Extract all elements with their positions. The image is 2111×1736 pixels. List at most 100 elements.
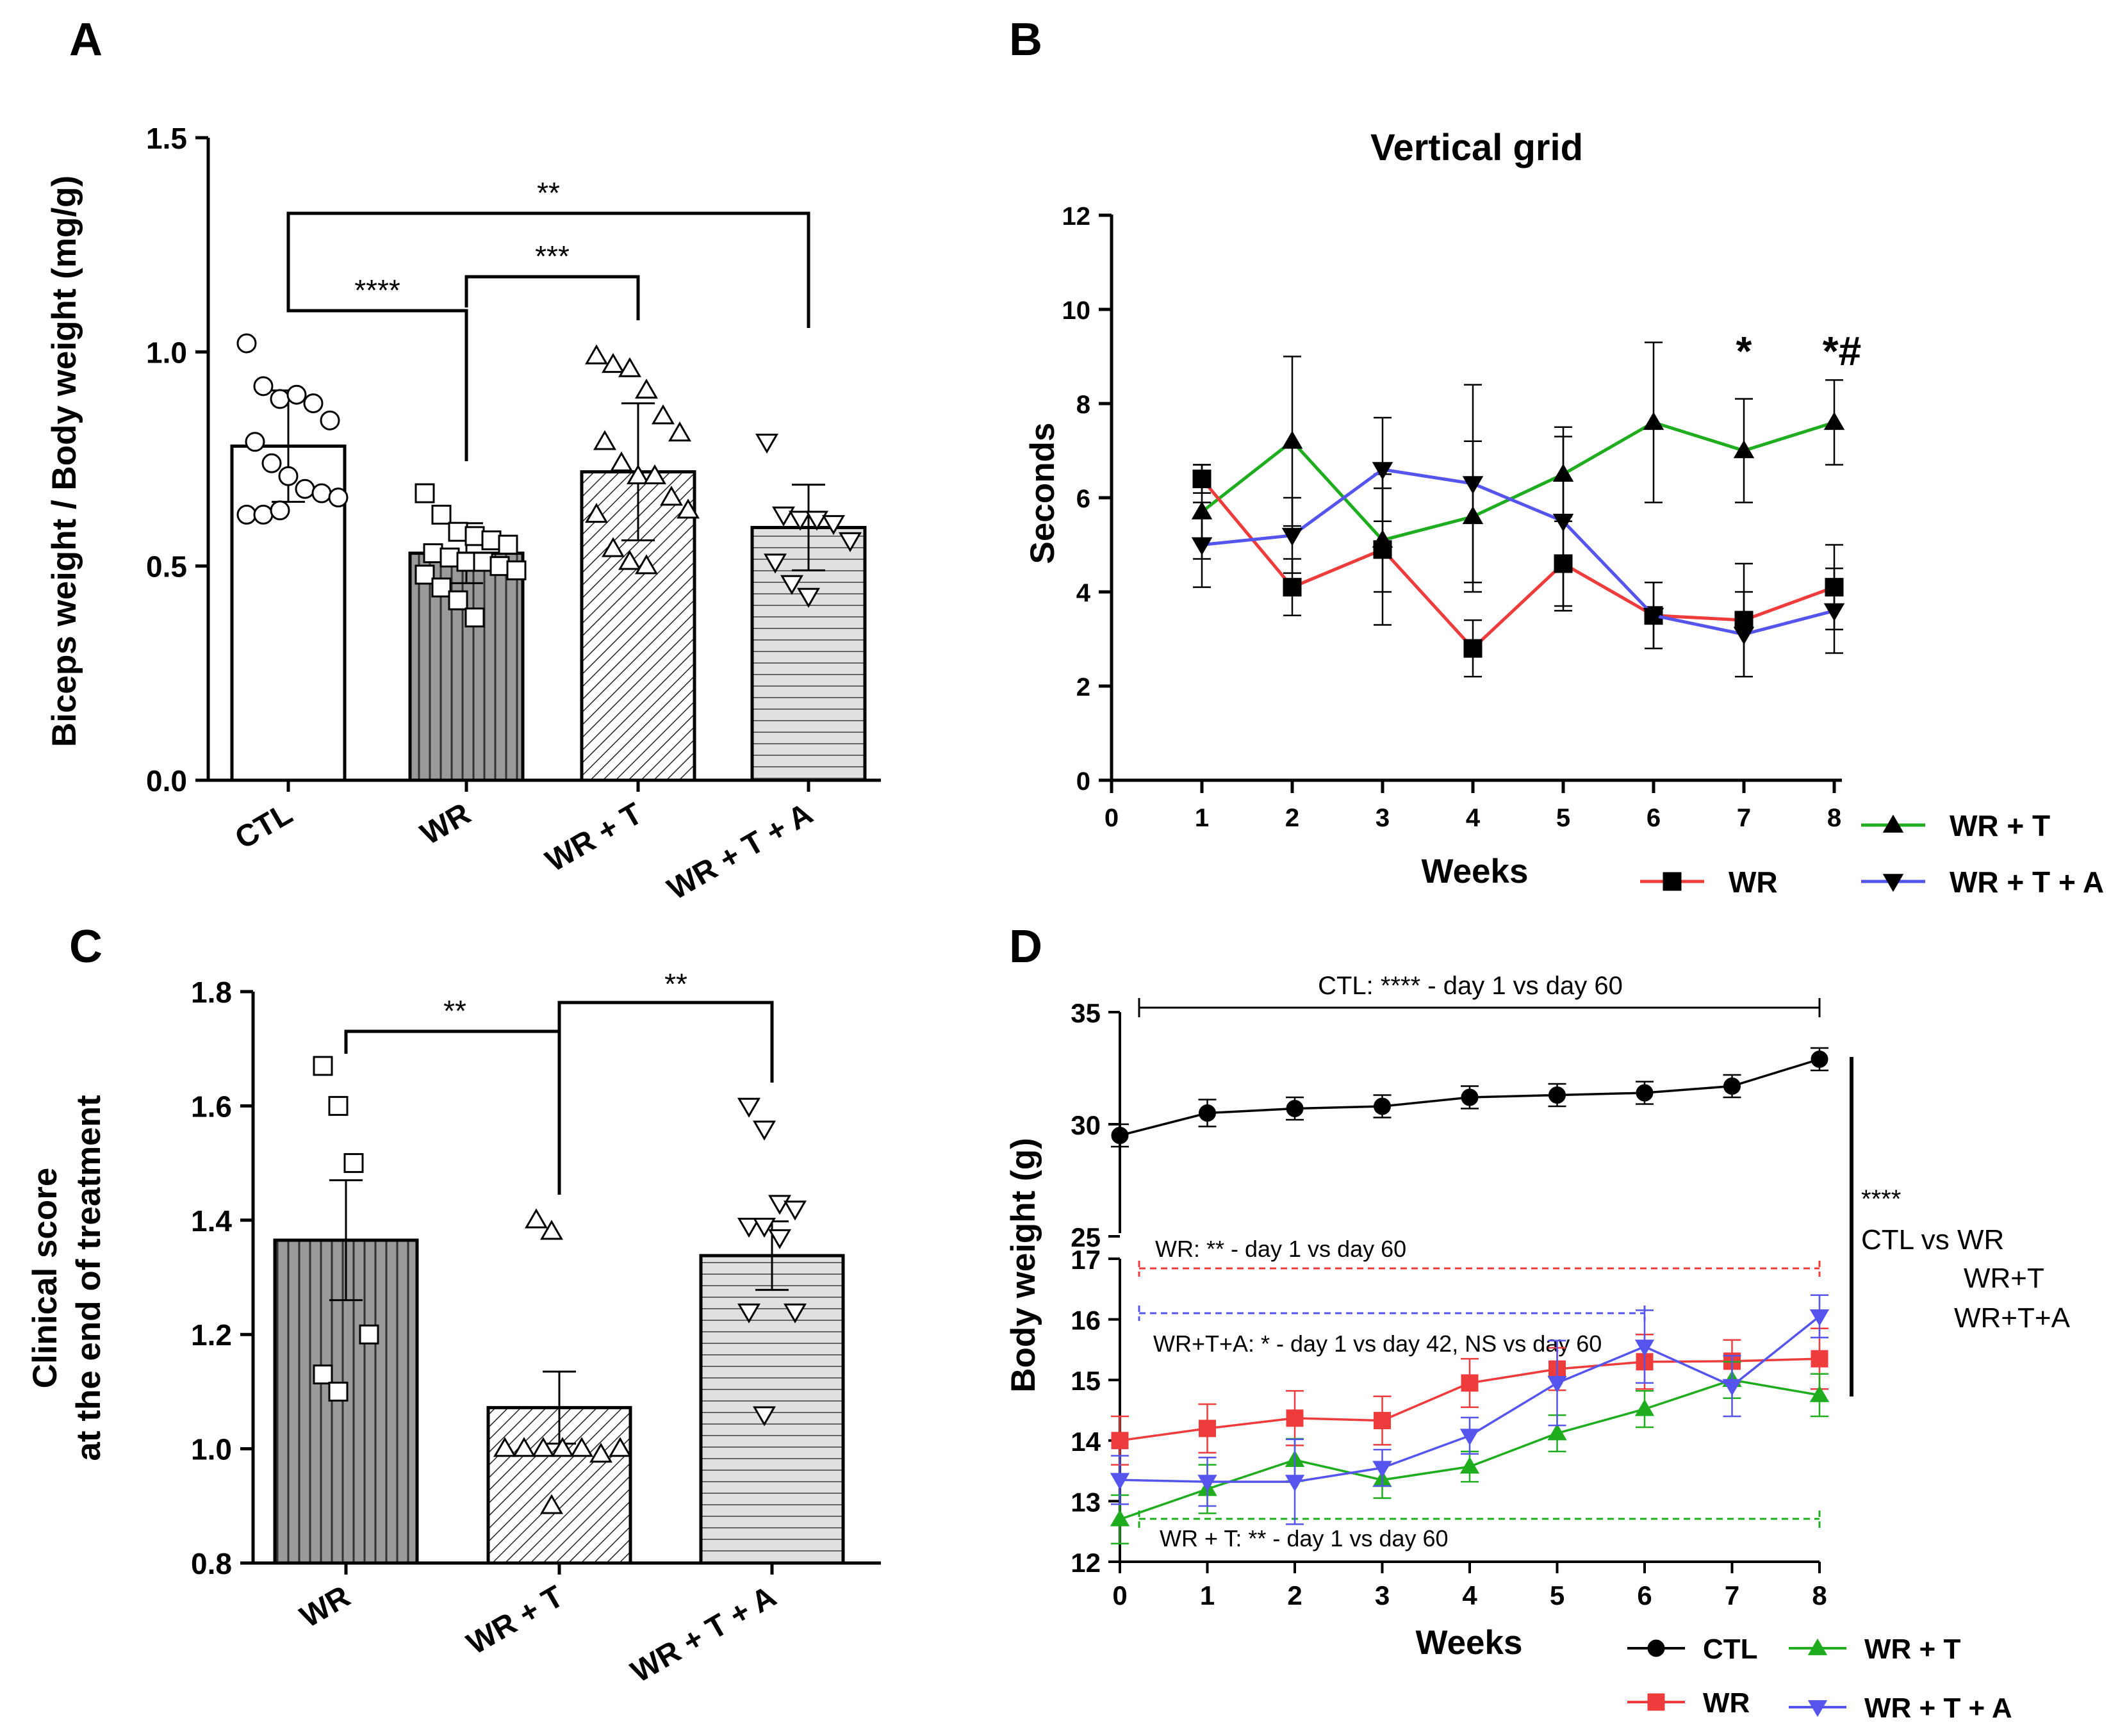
panel-d-side-label-1: CTL vs WR [1861, 1224, 2004, 1256]
panel-d-point-wr-t-a [1197, 1475, 1217, 1492]
panel-d-point-wr-t-a [1459, 1429, 1480, 1446]
panel-d-point-wr-t-a [1634, 1339, 1655, 1357]
panel-d-y-tick-label-bottom: 13 [1071, 1487, 1101, 1517]
panel-b-series-line-wr-t [1201, 420, 1835, 542]
panel-a-point [415, 564, 435, 585]
panel-a-point [253, 376, 274, 397]
panel-c-point [737, 1303, 761, 1323]
panel-b-significance-annotation: *# [1823, 328, 1862, 374]
panel-d-y-tick-label-bottom: 12 [1071, 1548, 1101, 1578]
panel-c-point [539, 1494, 564, 1514]
panel-c-significance-bracket [344, 1029, 561, 1195]
panel-a-point [618, 550, 642, 570]
panel-a-point [278, 466, 299, 486]
panel-b-x-tick-label: 4 [1466, 804, 1481, 832]
panel-d-side-label-3: WR+T+A [1954, 1302, 2071, 1334]
panel-d-y-tick-label-bottom: 17 [1071, 1245, 1101, 1275]
panel-d-point-wr [1111, 1432, 1129, 1450]
panel-c-y-tick-label: 1.0 [191, 1433, 232, 1466]
panel-b-point-wr-t [1643, 412, 1664, 430]
panel-c-x-tick-label: WR + T + A [625, 1580, 782, 1690]
panel-b-point-wr-t-a [1823, 603, 1845, 621]
panel-d-bracket-label-wrt: WR + T: ** - day 1 vs day 60 [1160, 1525, 1449, 1552]
panel-a-point [618, 357, 642, 377]
panel-a-point [626, 464, 650, 484]
panel-c-significance-bracket [557, 1001, 774, 1083]
panel-a-point [464, 526, 485, 546]
panel-d-point-wr-t-a [1547, 1376, 1567, 1393]
panel-a-point [286, 384, 307, 405]
panel-a-bar-wr [408, 552, 525, 782]
panel-d-legend-label: WR + T + A [1864, 1692, 2012, 1724]
panel-a-x-tick-label: WR [415, 797, 477, 852]
panel-a-point [584, 344, 609, 364]
panel-d-point-wr [1811, 1350, 1828, 1368]
panel-a-point [489, 556, 510, 577]
panel-a-point [668, 421, 692, 442]
panel-a-point [270, 389, 290, 409]
panel-a-point [634, 379, 659, 399]
panel-b-y-tick-label: 10 [1062, 297, 1091, 325]
panel-d-x-tick-label: 4 [1462, 1580, 1477, 1610]
panel-c-significance-label: ** [443, 994, 466, 1028]
panel-c-y-tick-label: 1.8 [191, 976, 232, 1009]
panel-a-point [763, 553, 787, 574]
panel-c-point [313, 1056, 333, 1076]
panel-b-y-tick-label: 0 [1076, 767, 1090, 796]
panel-d-point-wr-t [1634, 1399, 1655, 1416]
panel-a-significance-bracket [286, 221, 468, 461]
panel-d-y-tick-label-bottom: 16 [1071, 1306, 1101, 1336]
panel-a-x-tick-label: WR + T [540, 797, 648, 879]
panel-c-y-tick-label: 1.6 [191, 1090, 232, 1123]
panel-a-point [584, 503, 609, 523]
panel-d-side-label-2: WR+T [1964, 1263, 2044, 1294]
panel-b-point-wr [1373, 540, 1392, 559]
panel-a-y-axis-label: Biceps weight / Body weight (mg/g) [45, 176, 83, 747]
panel-b-x-tick-label: 8 [1827, 804, 1841, 832]
panel-a-point [481, 530, 502, 551]
panel-a-point [506, 560, 527, 580]
panel-a-point [838, 532, 862, 552]
panel-letter-d: D [1009, 921, 1042, 972]
panel-c-y-axis-label-line1: Clinical score [26, 1168, 64, 1389]
panel-c-point [752, 1120, 776, 1141]
panel-b-y-tick-label: 6 [1076, 485, 1090, 513]
panel-d-legend-label: CTL [1703, 1634, 1758, 1665]
panel-b-point-wr-t-a [1643, 608, 1664, 626]
panel-a-point [415, 483, 435, 504]
panel-b-point-wr-t [1733, 440, 1755, 459]
panel-a-point [821, 515, 846, 536]
panel-d-x-axis-label: Weeks [1416, 1624, 1523, 1662]
panel-d-x-tick-label: 5 [1550, 1580, 1565, 1610]
panel-d-y-tick-label-bottom: 14 [1071, 1427, 1101, 1457]
panel-c-point [524, 1208, 548, 1229]
panel-d-y-tick-label-bottom: 15 [1071, 1366, 1101, 1396]
panel-b-x-axis-label: Weeks [1422, 853, 1529, 890]
panel-d-point-ctl [1636, 1084, 1654, 1102]
panel-d-x-tick-label: 2 [1287, 1580, 1302, 1610]
panel-b-legend-marker [1882, 874, 1904, 892]
panel-c-point [512, 1437, 536, 1457]
panel-b-legend-label: WR + T [1950, 809, 2050, 842]
panel-b-x-tick-label: 0 [1105, 804, 1119, 832]
panel-b-y-tick-label: 8 [1076, 391, 1090, 419]
panel-d-point-wr [1461, 1374, 1479, 1392]
panel-letter-b: B [1009, 14, 1042, 65]
panel-b-title: Vertical grid [1370, 127, 1583, 168]
panel-a-point [270, 500, 290, 521]
panel-d-bracket-label-wrta: WR+T+A: * - day 1 vs day 42, NS vs day 6… [1153, 1331, 1602, 1357]
panel-c-y-tick-label: 1.4 [191, 1204, 232, 1238]
panel-a-x-tick-label: CTL [229, 797, 298, 856]
panel-d-y-tick-label-top: 30 [1071, 1110, 1101, 1140]
panel-a-y-tick-label: 1.5 [146, 122, 187, 155]
panel-c-point [328, 1095, 349, 1116]
panel-c-x-tick-label: WR + T [461, 1580, 570, 1662]
panel-d-legend-marker [1807, 1700, 1828, 1717]
panel-c-point [768, 1195, 792, 1215]
panel-d-legend-marker [1647, 1693, 1665, 1711]
panel-d-x-tick-label: 8 [1812, 1580, 1827, 1610]
panel-d-legend-marker [1807, 1638, 1828, 1655]
panel-a-point [601, 352, 625, 373]
panel-d-x-tick-label: 0 [1112, 1580, 1127, 1610]
